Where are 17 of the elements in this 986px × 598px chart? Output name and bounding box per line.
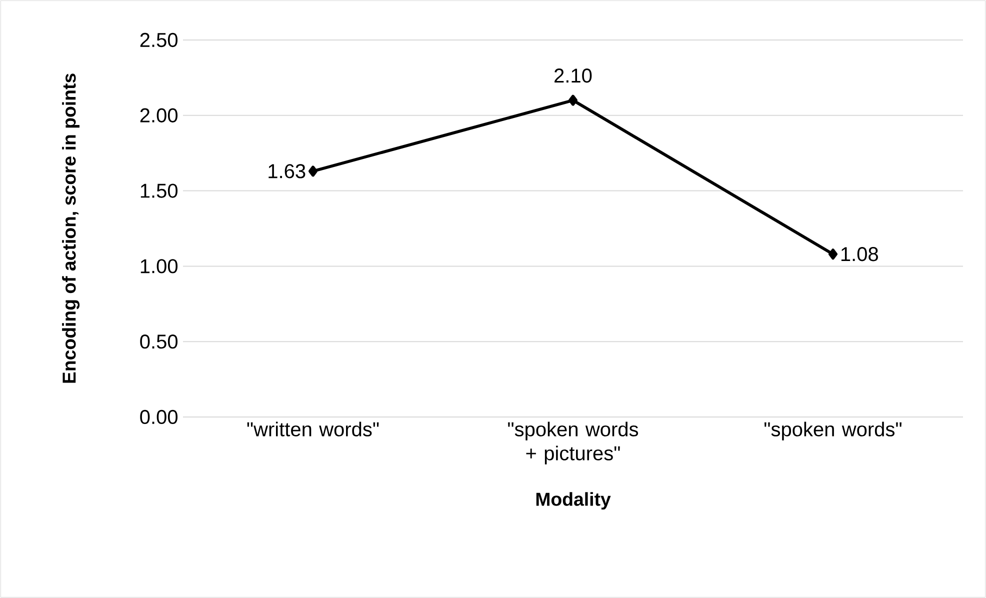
point [568, 94, 578, 106]
data-label: 1.63 [268, 164, 306, 178]
y-tick-label: 1.50 [140, 184, 178, 198]
data-label: 1.08 [841, 247, 878, 262]
x-tick-label: "written words" [247, 422, 379, 436]
y-tick-label: 1.00 [140, 259, 178, 274]
point [308, 166, 318, 177]
point [828, 248, 838, 260]
y-tick-label: 0.50 [140, 334, 178, 349]
x-tick-label: "spoken words" [764, 422, 902, 440]
y-tick-label: 2.50 [140, 32, 178, 48]
x-axis-title: Modality [536, 492, 611, 510]
y-tick-label: 0.00 [140, 410, 178, 424]
data-label: 2.10 [554, 68, 592, 83]
y-tick-label: 2.00 [140, 108, 178, 122]
y-axis-title: Encoding of action, score in points [62, 74, 80, 383]
x-tick-label: "spoken words + pictures" [508, 422, 638, 464]
